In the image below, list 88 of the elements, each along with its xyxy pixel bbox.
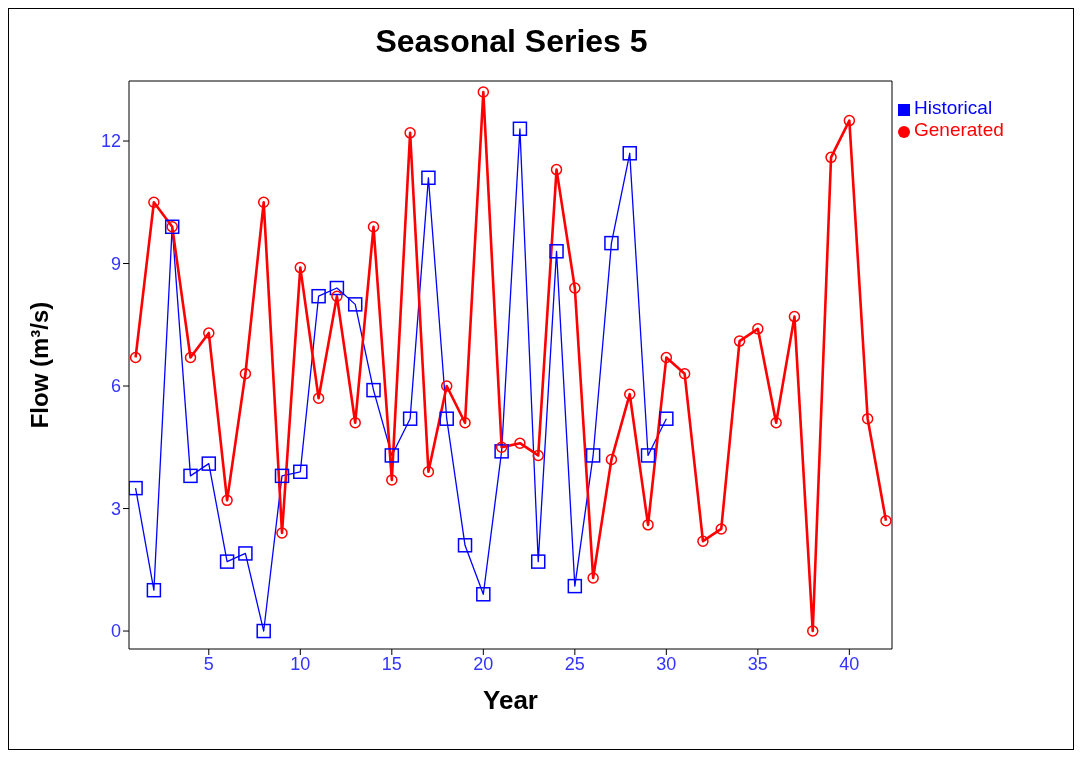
point: [623, 388, 636, 400]
point: [659, 411, 674, 426]
point: [807, 625, 819, 637]
point: [640, 448, 656, 463]
point: [184, 351, 197, 364]
point: [550, 163, 563, 176]
point: [585, 448, 601, 463]
point: [587, 572, 599, 584]
point: [293, 464, 308, 480]
point: [347, 297, 363, 312]
point: [494, 444, 509, 459]
point: [238, 546, 253, 561]
point: [257, 196, 270, 209]
point: [384, 448, 400, 463]
point: [129, 351, 142, 364]
point: [495, 441, 508, 454]
point: [476, 587, 491, 602]
point: [678, 368, 691, 380]
chart-title: Seasonal Series 5: [374, 23, 649, 60]
point: [880, 515, 892, 527]
point: [752, 323, 764, 335]
point: [256, 623, 271, 639]
point: [514, 437, 526, 449]
point: [312, 392, 325, 405]
point: [697, 535, 709, 547]
y-tick-label: 9: [110, 253, 121, 274]
point: [439, 411, 454, 426]
point: [183, 468, 198, 484]
point: [477, 86, 490, 98]
point: [404, 127, 416, 139]
point: [532, 449, 544, 462]
x-tick-label: 10: [290, 653, 311, 674]
point: [239, 368, 252, 380]
point: [294, 261, 307, 274]
point: [386, 474, 398, 486]
point: [129, 480, 143, 496]
point: [788, 310, 801, 323]
point: [715, 523, 727, 535]
y-tick-label: 12: [100, 131, 121, 152]
point: [148, 196, 160, 209]
point: [146, 582, 162, 598]
point: [642, 519, 654, 531]
point: [201, 456, 217, 471]
point: [622, 146, 637, 161]
point: [311, 288, 326, 304]
point: [459, 417, 471, 429]
x-tick-label: 15: [381, 653, 402, 674]
x-tick-label: 35: [747, 653, 768, 674]
point: [440, 380, 453, 392]
point: [274, 468, 290, 484]
point: [843, 114, 856, 127]
point: [512, 121, 528, 137]
point: [733, 335, 746, 347]
point: [605, 453, 618, 466]
x-tick-label: 30: [656, 653, 677, 674]
point: [219, 554, 235, 569]
x-tick-label: 20: [473, 653, 494, 674]
point: [221, 494, 233, 507]
point: [402, 411, 418, 426]
y-tick-label: 0: [110, 621, 121, 642]
x-axis-title: Year: [483, 685, 538, 715]
point: [367, 221, 380, 233]
point: [349, 417, 361, 429]
point: [203, 327, 215, 339]
point: [861, 412, 874, 425]
y-tick-label: 3: [110, 498, 121, 519]
point: [770, 417, 782, 429]
point: [329, 280, 345, 296]
point: [567, 578, 583, 594]
point: [604, 235, 619, 251]
x-tick-label: 40: [839, 653, 860, 674]
point: [549, 244, 564, 259]
point: [331, 290, 343, 302]
point: [276, 527, 288, 539]
point: [457, 538, 473, 553]
point: [660, 351, 673, 364]
point: [825, 151, 837, 164]
y-tick-label: 6: [110, 376, 121, 397]
x-tick-label: 25: [564, 653, 585, 674]
point: [421, 170, 436, 186]
legend-label: Historical: [914, 97, 993, 118]
legend-label: Generated: [914, 119, 1004, 140]
y-axis-title: Flow (m³/s): [25, 301, 53, 429]
point: [530, 554, 546, 569]
point: [422, 466, 435, 478]
point: [569, 282, 581, 294]
point: [366, 382, 381, 398]
x-tick-label: 5: [203, 653, 214, 674]
